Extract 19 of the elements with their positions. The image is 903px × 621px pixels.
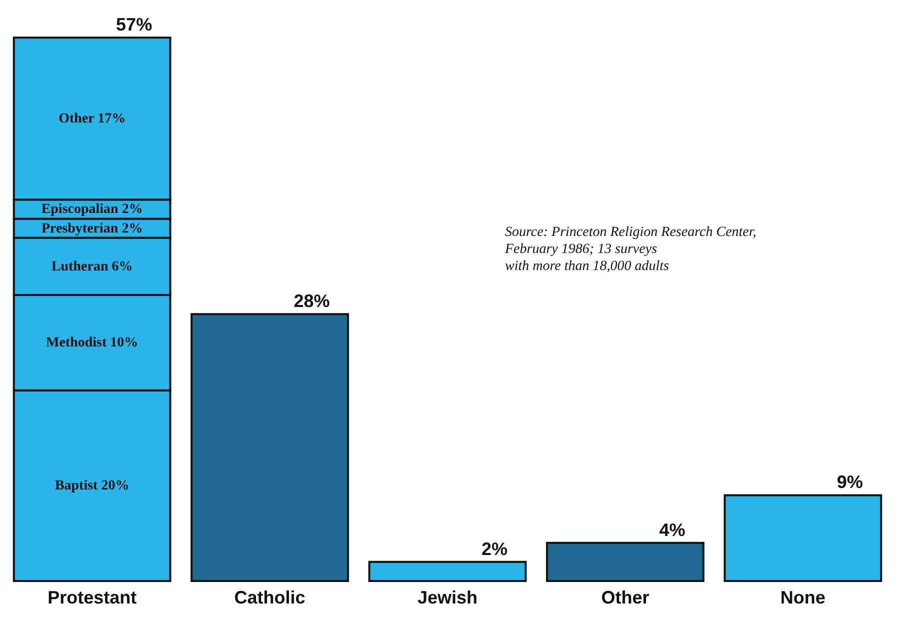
total-label: 28% xyxy=(294,291,330,312)
data-label: Other 17% xyxy=(58,112,126,127)
data-label: Presbyterian 2% xyxy=(41,221,143,236)
x-tick-label: Other xyxy=(601,588,650,608)
total-label: 2% xyxy=(481,538,508,559)
total-label: 4% xyxy=(659,520,686,540)
x-tick-label: None xyxy=(780,588,826,608)
bar xyxy=(546,542,704,582)
x-tick-label: Protestant xyxy=(48,588,137,608)
bar xyxy=(190,313,349,582)
data-label: Methodist 10% xyxy=(46,336,138,351)
data-label: Episcopalian 2% xyxy=(41,202,143,218)
x-tick-label: Catholic xyxy=(234,588,306,608)
data-label: Baptist 20% xyxy=(54,478,130,494)
total-label: 57% xyxy=(116,14,152,35)
annotation: Source: Princeton Religion Research Center, February 1986; 13 surveys with more than 18,000 adults xyxy=(504,225,756,274)
data-label: Lutheran 6% xyxy=(51,259,133,274)
total-label: 9% xyxy=(836,472,863,492)
x-tick-label: Jewish xyxy=(417,588,478,608)
